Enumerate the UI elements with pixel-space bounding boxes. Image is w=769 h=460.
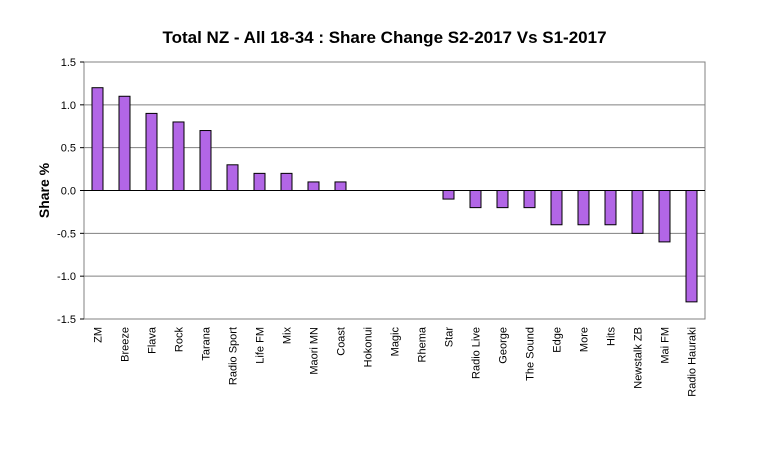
x-category-label: Hits (606, 327, 618, 346)
x-category-label: Rhema (417, 326, 429, 362)
x-category-label: More (579, 327, 591, 352)
bar (631, 190, 644, 234)
x-category-label: Rock (174, 327, 186, 353)
y-tick-label: -1.0 (57, 271, 76, 283)
bar (280, 172, 293, 192)
x-category-label: The Sound (525, 327, 537, 381)
x-category-label: Life FM (255, 327, 267, 364)
bar (685, 190, 698, 303)
x-axis-categories: ZM Breeze Flava Rock Tarana Radio Sport Life F… (93, 326, 699, 397)
bar (118, 95, 131, 191)
bar (199, 130, 212, 192)
x-category-label: Mai FM (660, 327, 672, 364)
bar (442, 190, 455, 200)
x-category-label: Magic (390, 327, 402, 357)
x-category-label: Hokonui (363, 327, 375, 367)
y-tick-label: 1.0 (61, 100, 76, 112)
bar (523, 190, 536, 209)
y-tick-label: -0.5 (57, 228, 76, 240)
x-category-label: Breeze (120, 327, 132, 362)
x-category-label: Mix (282, 327, 294, 345)
y-tick-label: 0.5 (61, 143, 76, 155)
bar (658, 190, 671, 243)
x-category-label: George (498, 327, 510, 364)
bar (91, 87, 104, 191)
bars (91, 87, 698, 303)
x-category-label: Coast (336, 327, 348, 356)
bar (172, 121, 185, 191)
x-category-label: Flava (147, 326, 159, 354)
y-tick-label: 1.5 (61, 57, 76, 69)
y-axis-label: Share % (36, 162, 52, 218)
x-category-label: Radio Hauraki (687, 327, 699, 397)
chart-title: Total NZ - All 18-34 : Share Change S2-2… (162, 28, 607, 47)
bar (226, 164, 239, 192)
y-tick-label: 0.0 (61, 186, 76, 198)
x-category-label: Star (444, 327, 456, 348)
x-category-label: Maori MN (309, 327, 321, 375)
bar (577, 190, 590, 226)
bar (604, 190, 617, 226)
x-category-label: Newstalk ZB (633, 327, 645, 389)
x-category-label: Edge (552, 327, 564, 353)
x-category-label: Radio Live (471, 327, 483, 379)
bar (145, 112, 158, 191)
y-tick-label: -1.5 (57, 314, 76, 326)
x-category-label: Radio Sport (228, 327, 240, 385)
bar (496, 190, 509, 209)
y-axis-ticks: 1.5 1.0 0.5 0.0 -0.5 -1.0 -1.5 (57, 57, 84, 326)
bar (307, 181, 320, 192)
bar (550, 190, 563, 226)
bar (469, 190, 482, 209)
bar (253, 172, 266, 192)
bar (334, 181, 347, 192)
x-category-label: ZM (93, 327, 105, 343)
x-category-label: Tarana (201, 326, 213, 361)
